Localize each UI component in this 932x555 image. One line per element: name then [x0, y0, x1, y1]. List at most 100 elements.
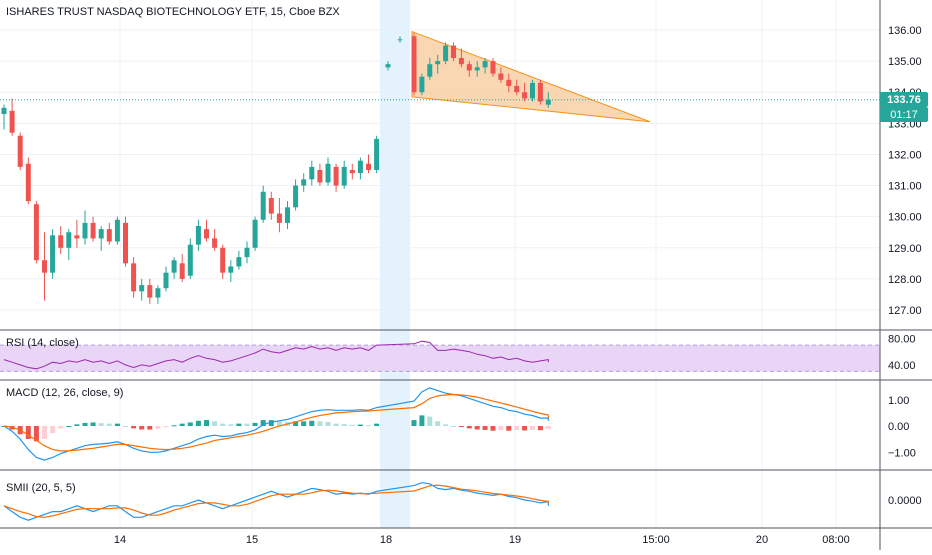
- price-tick-label: 129.00: [888, 243, 922, 255]
- macd-histogram-bar: [466, 426, 472, 429]
- candle-body: [357, 160, 363, 174]
- candle-body: [545, 99, 551, 105]
- rsi-label: RSI (14, close): [6, 337, 79, 349]
- candle-body: [195, 226, 201, 245]
- macd-histogram-bar: [451, 426, 456, 427]
- candle-body: [90, 222, 96, 239]
- candle-body: [204, 229, 209, 239]
- candle-body: [114, 219, 120, 242]
- macd-histogram-bar: [106, 423, 112, 426]
- macd-histogram-bar: [522, 426, 528, 431]
- candle-body: [236, 257, 242, 267]
- macd-histogram-bar: [349, 424, 355, 426]
- macd-histogram-bar: [204, 420, 209, 426]
- macd-histogram-bar: [123, 426, 128, 427]
- candle-body: [366, 163, 371, 170]
- macd-histogram-bar: [244, 423, 250, 426]
- candle-body: [276, 213, 282, 223]
- macd-histogram-bar: [139, 426, 145, 430]
- macd-histogram-bar: [317, 421, 323, 426]
- macd-histogram-bar: [490, 426, 496, 431]
- macd-tick-label: 1.00: [888, 395, 909, 407]
- candle-body: [74, 235, 80, 239]
- macd-histogram-bar: [357, 424, 363, 426]
- time-tick-label: 15: [246, 534, 258, 546]
- time-tick-label: 14: [114, 534, 126, 546]
- candle-body: [317, 170, 323, 183]
- macd-histogram-bar: [171, 425, 177, 427]
- price-tick-label: 127.00: [888, 305, 922, 317]
- candle-body: [443, 45, 449, 62]
- macd-histogram-bar: [545, 426, 551, 429]
- countdown-badge: [880, 107, 928, 122]
- macd-histogram-bar: [228, 424, 234, 426]
- last-price-badge: [880, 92, 928, 107]
- macd-histogram-bar: [276, 421, 282, 426]
- macd-histogram-bar: [427, 416, 433, 426]
- price-tick-label: 132.00: [888, 149, 922, 161]
- macd-histogram-bar: [419, 415, 425, 426]
- candle-body: [17, 135, 23, 167]
- candle-body: [98, 229, 104, 239]
- candle-body: [187, 244, 193, 276]
- candle-body: [212, 238, 218, 248]
- candle-body: [498, 73, 504, 80]
- macd-histogram-bar: [236, 423, 242, 426]
- candle-body: [228, 266, 234, 273]
- macd-histogram-bar: [325, 421, 331, 426]
- candle-body: [139, 285, 145, 292]
- macd-histogram-bar: [293, 421, 299, 426]
- signal-line: [3, 393, 549, 452]
- macd-histogram-bar: [187, 422, 193, 426]
- candle-body: [123, 222, 128, 264]
- smii-label: SMII (20, 5, 5): [6, 482, 76, 494]
- macd-histogram-bar: [212, 421, 218, 426]
- macd-histogram-bar: [90, 422, 96, 426]
- candle-body: [163, 272, 169, 289]
- macd-histogram-bar: [252, 422, 258, 426]
- macd-histogram-bar: [42, 426, 47, 439]
- macd-histogram-bar: [58, 426, 64, 429]
- macd-histogram-bar: [66, 426, 72, 427]
- price-tick-label: 135.00: [888, 56, 922, 68]
- candle-body: [466, 64, 472, 71]
- candle-body: [458, 58, 464, 65]
- candle-body: [482, 61, 488, 68]
- candle-body: [309, 166, 315, 180]
- macd-tick-label: −1.00: [888, 447, 916, 459]
- rsi-pane: 80.00 40.00: [0, 334, 916, 372]
- candle-body: [435, 61, 441, 65]
- candle-body: [9, 110, 15, 133]
- rsi-tick-label: 80.00: [888, 334, 916, 346]
- macd-histogram-bar: [443, 424, 449, 426]
- macd-histogram-bar: [147, 426, 153, 430]
- price-tick-label: 136.00: [888, 25, 922, 37]
- candle-body: [537, 82, 543, 102]
- macd-label: MACD (12, 26, close, 9): [6, 387, 123, 399]
- macd-tick-label: 0.00: [888, 421, 909, 433]
- candle-body: [427, 64, 433, 77]
- candle-body: [293, 185, 299, 208]
- macd-histogram-bar: [50, 426, 56, 434]
- candle-body: [397, 39, 403, 41]
- macd-histogram-bar: [506, 426, 512, 431]
- candle-body: [506, 79, 512, 86]
- smii-pane: 0.0000: [3, 482, 922, 521]
- candle-body: [58, 235, 64, 248]
- macd-histogram-bar: [74, 424, 80, 426]
- smii-line: [3, 482, 549, 521]
- candle-body: [171, 260, 177, 273]
- falling-wedge-drawing[interactable]: [411, 30, 651, 123]
- macd-histogram-bar: [366, 425, 371, 427]
- macd-histogram-bar: [260, 420, 266, 426]
- price-tick-label: 131.00: [888, 181, 922, 193]
- candle-body: [220, 247, 226, 273]
- candle-body: [252, 219, 258, 248]
- candle-body: [451, 45, 456, 58]
- candle-body: [50, 235, 56, 273]
- candle-body: [82, 222, 88, 239]
- macd-histogram-bar: [309, 420, 315, 426]
- time-tick-label: 08:00: [822, 534, 850, 546]
